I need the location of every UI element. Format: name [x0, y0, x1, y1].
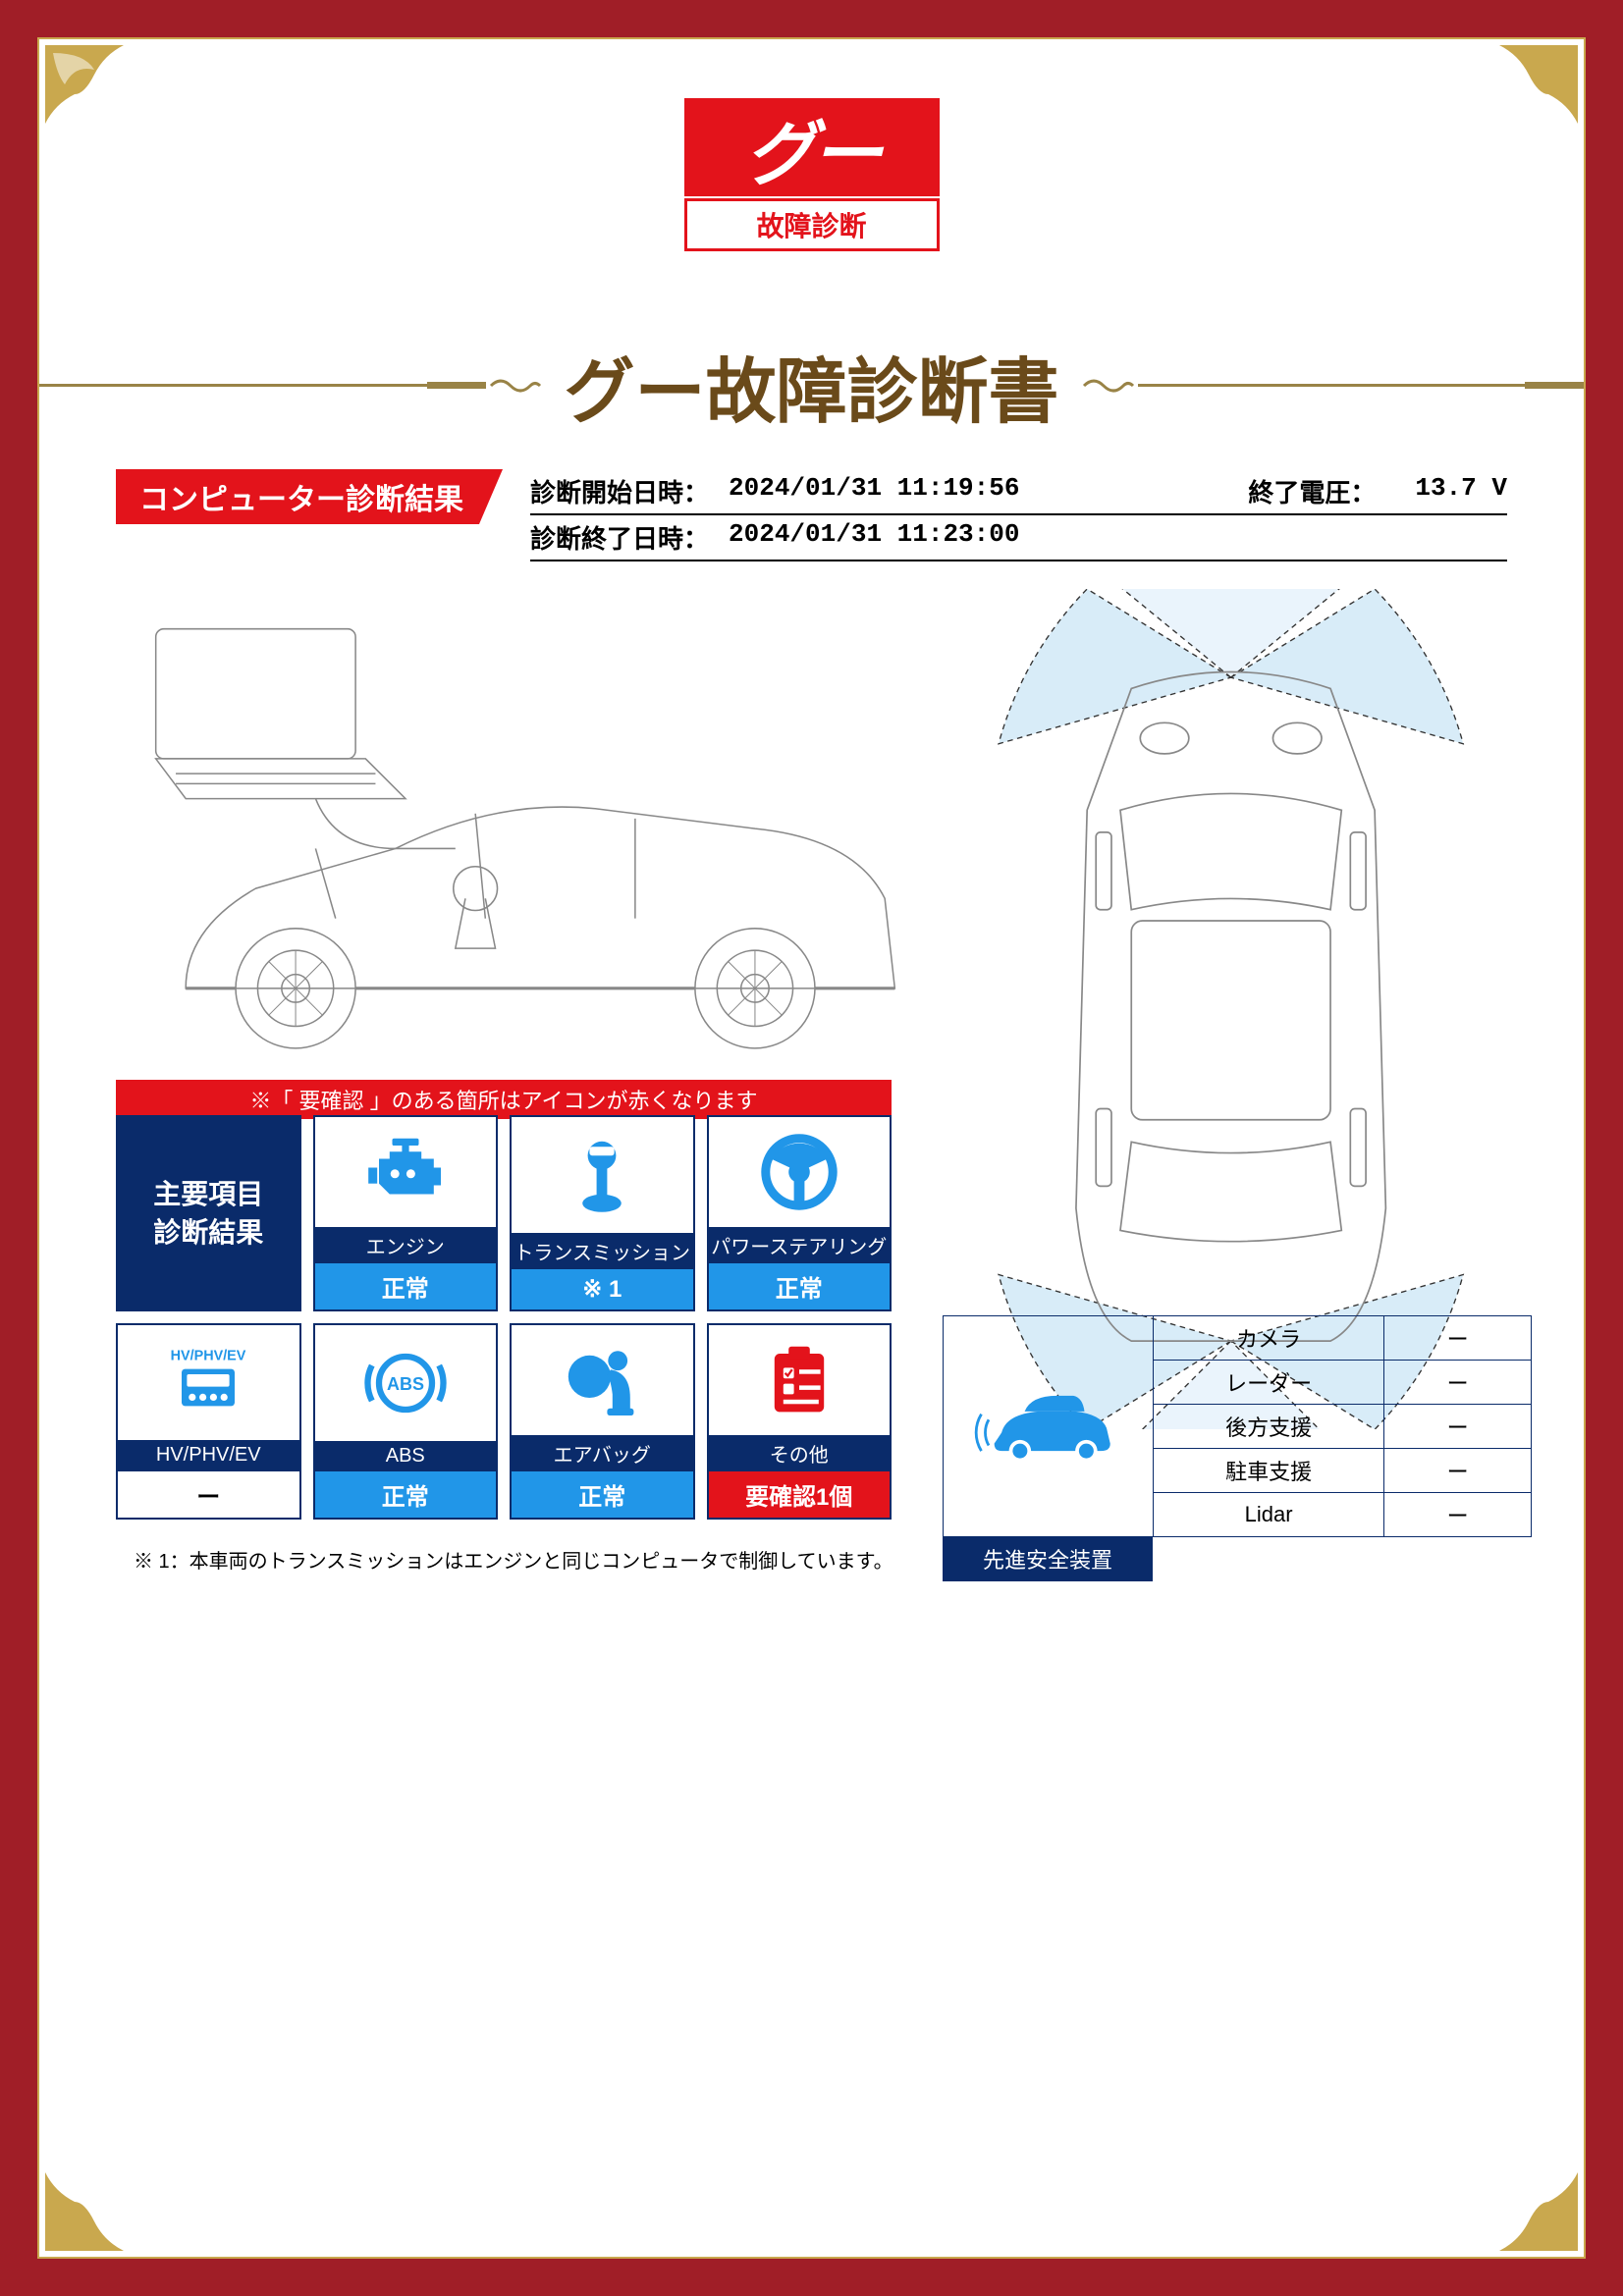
tile-name: エアバッグ	[512, 1435, 693, 1471]
tile-name: エンジン	[315, 1227, 497, 1263]
tile-status: 正常	[315, 1471, 497, 1518]
tile-name: HV/PHV/EV	[118, 1440, 299, 1470]
corner-ornament-icon	[45, 45, 124, 124]
abs-icon: ABS	[315, 1325, 497, 1441]
tile-name: その他	[709, 1435, 891, 1471]
tile-status: ー	[118, 1470, 299, 1518]
page-frame: グー 故障診断 グー故障診断書 コンピューター診断結果 診断開始日時： 2024…	[0, 0, 1623, 2296]
tile-status: 正常	[709, 1263, 891, 1309]
end-label: 診断終了日時：	[530, 519, 709, 556]
logo: グー 故障診断	[684, 98, 940, 251]
corner-ornament-icon	[1499, 2172, 1578, 2251]
logo-mark: グー	[744, 96, 878, 199]
diagnosis-tile: HV/PHV/EV HV/PHV/EV ー	[116, 1323, 301, 1520]
logo-subtitle: 故障診断	[684, 198, 940, 251]
svg-text:HV/PHV/EV: HV/PHV/EV	[171, 1348, 246, 1363]
tile-status: 正常	[315, 1263, 497, 1309]
tile-status: 要確認1個	[709, 1471, 891, 1518]
safety-row-value: ー	[1384, 1493, 1532, 1537]
car-top-diagram-icon	[954, 589, 1507, 1434]
volt-value: 13.7 V	[1415, 473, 1507, 509]
safety-row-value: ー	[1384, 1361, 1532, 1405]
svg-text:ABS: ABS	[387, 1374, 424, 1394]
corner-ornament-icon	[1499, 45, 1578, 124]
other-icon	[709, 1325, 891, 1435]
safety-row-label: カメラ	[1153, 1316, 1383, 1361]
volt-label: 終了電圧：	[1248, 473, 1376, 509]
meta-block: 診断開始日時： 2024/01/31 11:19:56 終了電圧： 13.7 V…	[530, 469, 1507, 561]
page-title: グー故障診断書	[545, 334, 1079, 437]
safety-row-label: 駐車支援	[1153, 1449, 1383, 1493]
tile-status: 正常	[512, 1471, 693, 1518]
hvev-icon: HV/PHV/EV	[118, 1325, 299, 1440]
safety-row-label: 後方支援	[1153, 1405, 1383, 1449]
corner-ornament-icon	[45, 2172, 124, 2251]
footnote: ※ 1：本車両のトランスミッションはエンジンと同じコンピュータで制御しています。	[134, 1545, 893, 1574]
diagnosis-tile: ABS ABS 正常	[313, 1323, 499, 1520]
diagnosis-tile: パワーステアリング 正常	[707, 1115, 893, 1311]
transmission-icon	[512, 1117, 693, 1233]
safety-header: 先進安全装置	[943, 1536, 1153, 1581]
inner-frame: グー 故障診断 グー故障診断書 コンピューター診断結果 診断開始日時： 2024…	[37, 37, 1586, 2259]
tile-name: トランスミッション	[512, 1233, 693, 1269]
start-value: 2024/01/31 11:19:56	[729, 473, 1019, 509]
diagnosis-tile: エンジン 正常	[313, 1115, 499, 1311]
start-label: 診断開始日時：	[530, 473, 709, 509]
diagnosis-tile: エアバッグ 正常	[510, 1323, 695, 1520]
tile-name: パワーステアリング	[709, 1227, 891, 1263]
diagnosis-tile: その他 要確認1個	[707, 1323, 893, 1520]
tile-status: ※ 1	[512, 1269, 693, 1309]
safety-row-value: ー	[1384, 1405, 1532, 1449]
safety-table: カメラーレーダーー後方支援ー駐車支援ーLidarー	[943, 1315, 1532, 1537]
safety-row-label: Lidar	[1153, 1493, 1383, 1537]
safety-row-value: ー	[1384, 1316, 1532, 1361]
tile-name: ABS	[315, 1441, 497, 1471]
section-banner: コンピューター診断結果	[116, 469, 503, 524]
tiles-header: 主要項目 診断結果	[116, 1115, 301, 1311]
flourish-icon	[1079, 371, 1138, 400]
steering-icon	[709, 1117, 891, 1227]
airbag-icon	[512, 1325, 693, 1435]
diagnosis-tiles: 主要項目 診断結果 エンジン 正常 トランスミッション ※ 1 パワーステアリン…	[116, 1115, 892, 1520]
diagnosis-tile: トランスミッション ※ 1	[510, 1115, 695, 1311]
end-value: 2024/01/31 11:23:00	[729, 519, 1019, 556]
safety-row-label: レーダー	[1153, 1361, 1383, 1405]
engine-icon	[315, 1117, 497, 1227]
warning-strip: ※「 要確認 」のある箇所はアイコンが赤くなります	[116, 1080, 892, 1119]
safety-row-value: ー	[1384, 1449, 1532, 1493]
flourish-icon	[486, 371, 545, 400]
safety-car-icon	[944, 1316, 1154, 1537]
title-row: グー故障診断書	[39, 334, 1584, 437]
